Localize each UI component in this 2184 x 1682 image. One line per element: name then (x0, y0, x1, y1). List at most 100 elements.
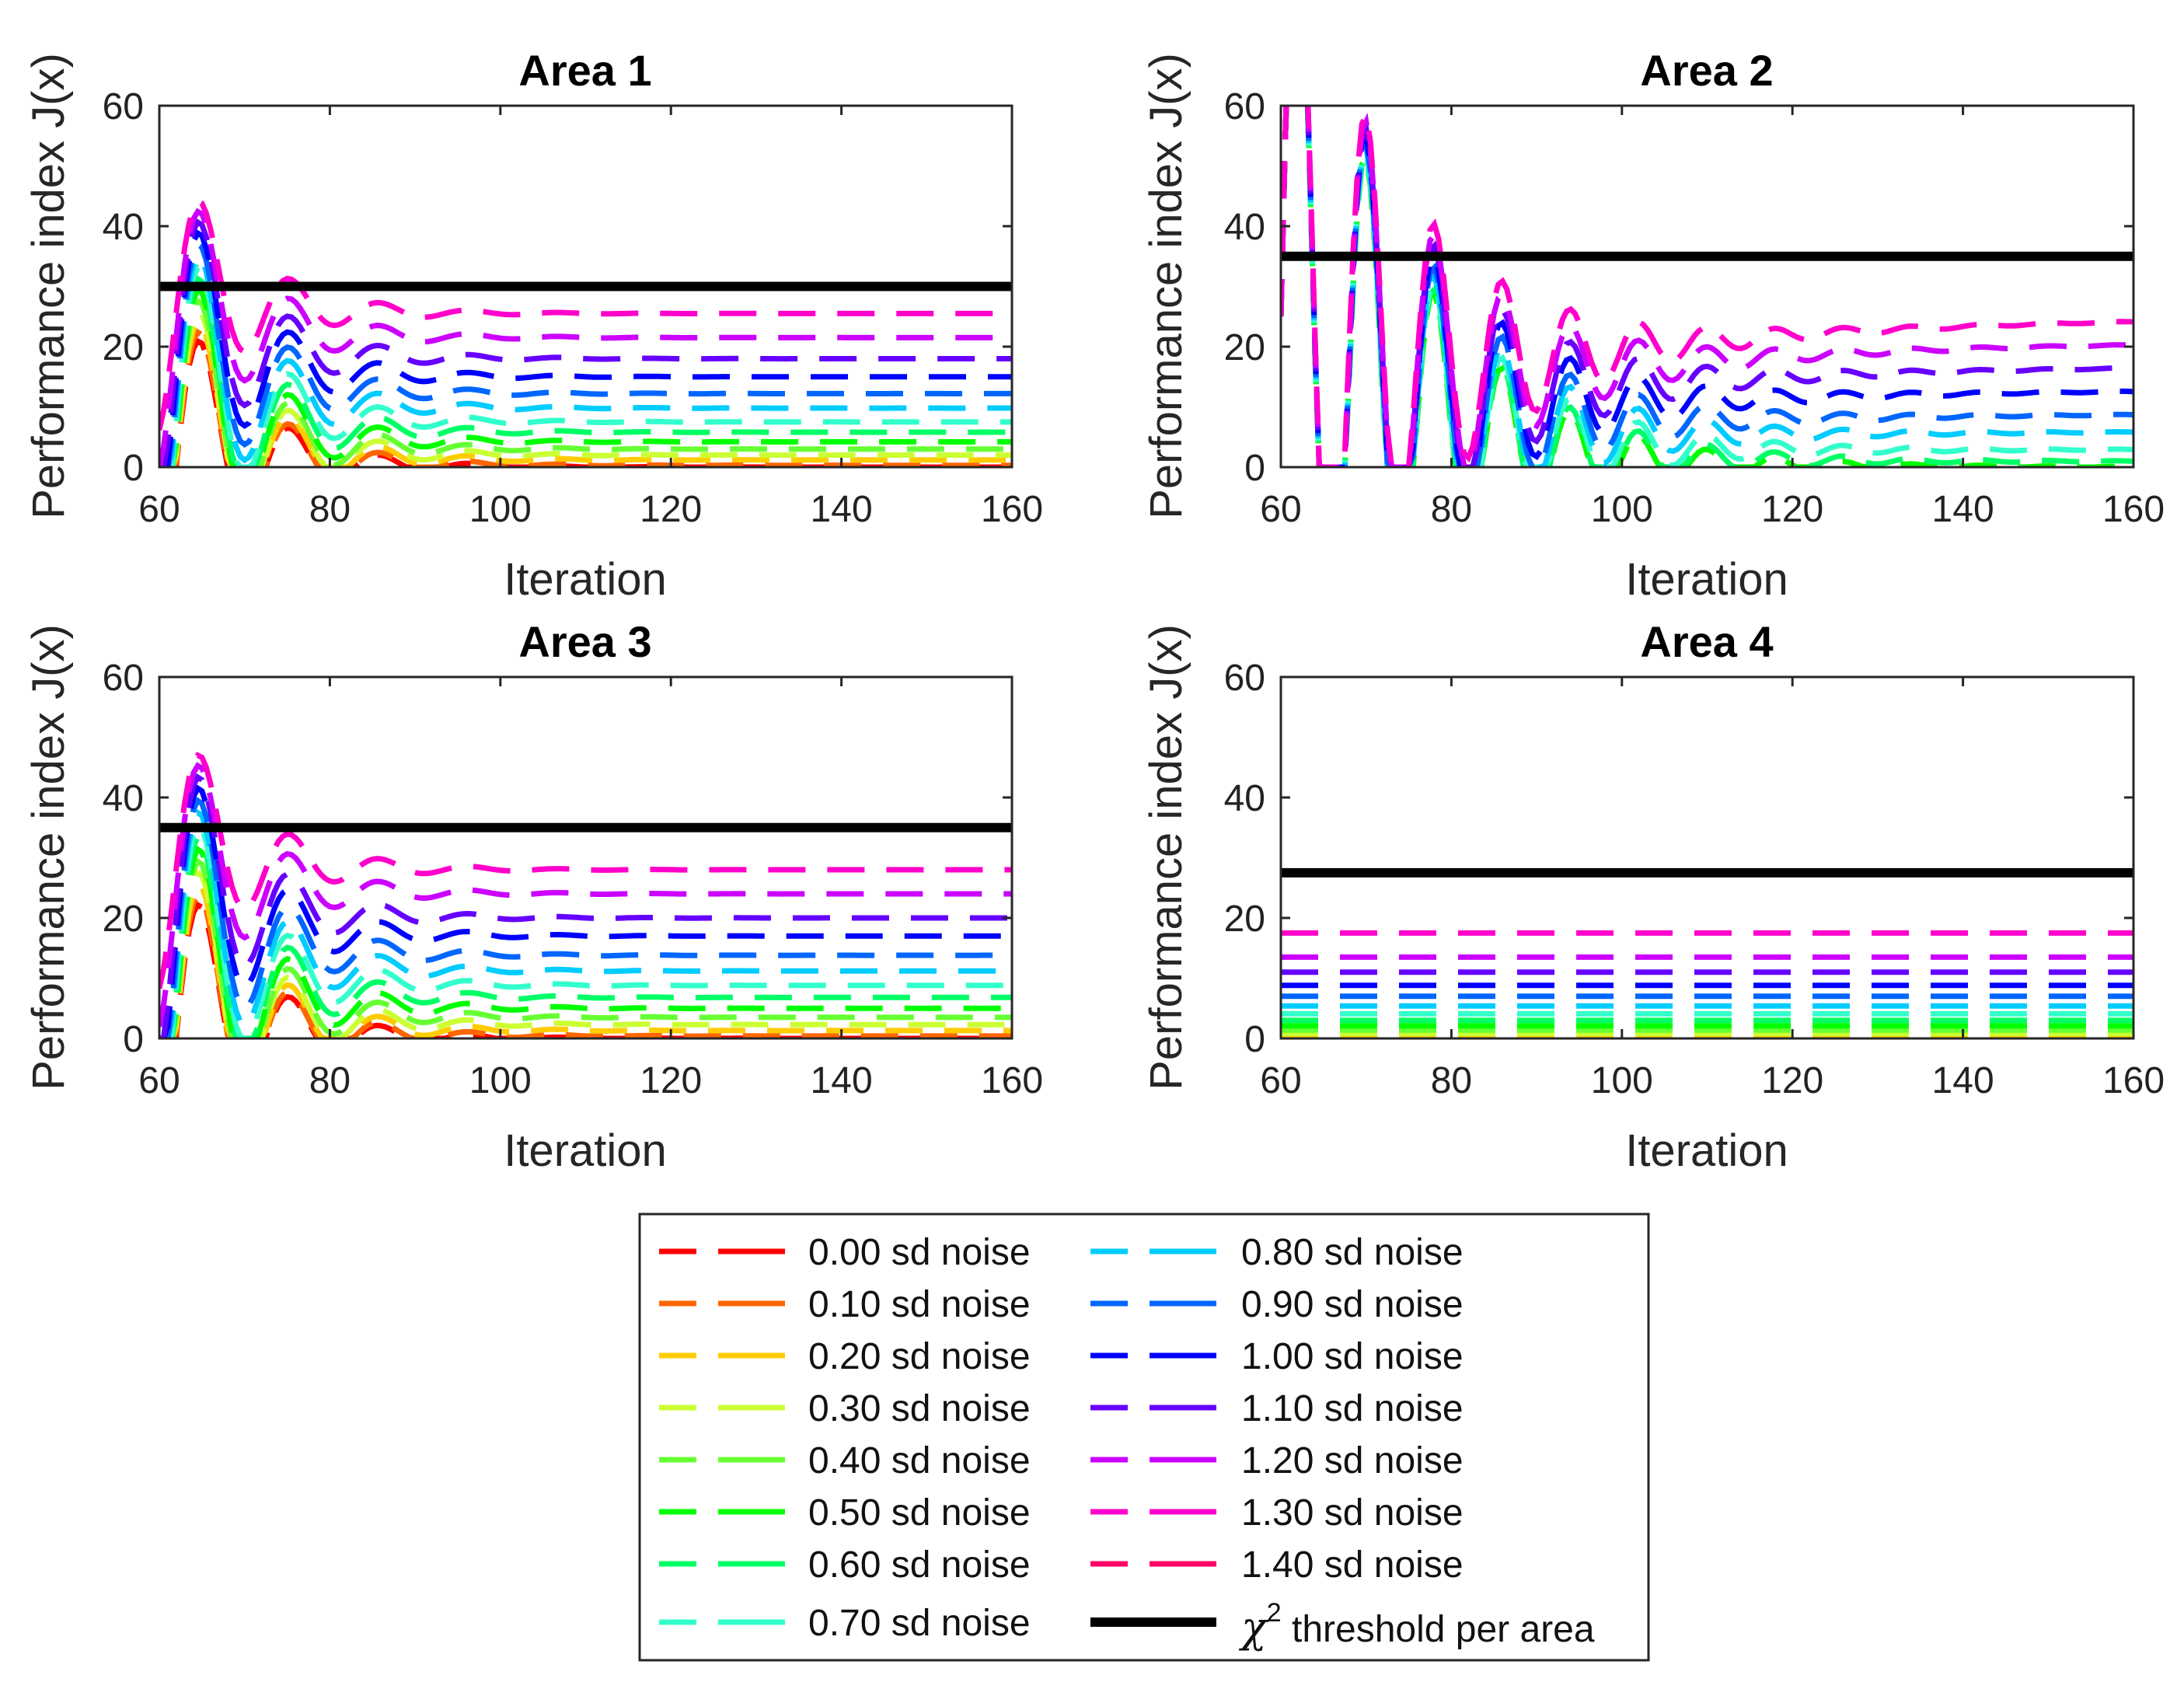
panel-area-2: 60 80 100 120 140 160 0 20 40 60 Area 2 Iteration… (1141, 46, 2165, 605)
legend-label-13: 1.30 sd noise (1241, 1492, 1464, 1534)
plot-area-1 (159, 197, 1012, 467)
axes-frame (158, 675, 1014, 1040)
x-tick-label: 140 (811, 1060, 873, 1101)
series-line-13 (1281, 106, 2133, 467)
chi-symbol: χ (1238, 1603, 1269, 1652)
x-tick-label: 120 (640, 1060, 702, 1101)
y-tick-label: 60 (103, 658, 144, 699)
ticks-area-4: 60 80 100 120 140 160 0 20 40 60 (1224, 658, 2165, 1101)
x-tick-label: 160 (981, 489, 1043, 530)
series-line-2 (159, 880, 1012, 1038)
x-tick-label: 80 (309, 1060, 351, 1101)
legend-box (638, 1213, 1650, 1662)
series-line-12 (159, 208, 1012, 467)
chi-power: 2 (1267, 1598, 1282, 1628)
y-tick-label: 20 (1224, 899, 1265, 940)
legend-label-6: 0.60 sd noise (808, 1544, 1031, 1586)
legend-threshold-label: χ2 threshold per area (1238, 1598, 1595, 1652)
series-line-1 (159, 891, 1012, 1038)
series-line-9 (159, 796, 1012, 1038)
series-line-4 (159, 857, 1012, 1038)
series-line-4 (159, 297, 1012, 467)
series-line-7 (159, 821, 1012, 1038)
x-tick-label: 100 (1591, 489, 1653, 530)
y-tick-label: 20 (1224, 327, 1265, 368)
x-tick-label: 60 (138, 1060, 180, 1101)
y-tick-label: 40 (103, 207, 144, 248)
series-line-8 (159, 808, 1012, 1038)
series-line-3 (159, 307, 1012, 467)
legend-label-0: 0.00 sd noise (808, 1232, 1031, 1273)
series-line-10 (159, 229, 1012, 467)
y-tick-label: 40 (1224, 207, 1265, 248)
plot-area-4 (1281, 867, 2133, 1038)
legend-label-2: 0.20 sd noise (808, 1336, 1031, 1377)
y-axis-label: Performance index J(x) (1141, 53, 1191, 519)
y-tick-label: 0 (123, 448, 144, 489)
x-tick-label: 160 (981, 1060, 1043, 1101)
series-line-9 (159, 240, 1012, 467)
series-line-10 (159, 784, 1012, 1038)
series-line-2 (159, 317, 1012, 467)
y-tick-label: 60 (103, 86, 144, 127)
x-tick-label: 100 (469, 1060, 532, 1101)
x-axis-label: Iteration (1625, 554, 1788, 605)
axes-frame (1279, 675, 2135, 1040)
x-tick-label: 140 (1932, 1060, 1994, 1101)
panel-area-4: 60 80 100 120 140 160 0 20 40 60 Area 4 Iteration… (1141, 617, 2165, 1176)
legend-label-1: 0.10 sd noise (808, 1284, 1031, 1325)
series-line-5 (159, 286, 1012, 467)
plot-area-3 (159, 752, 1012, 1038)
panel-area-1: 60 80 100 120 140 160 0 20 40 60 Area 1 Iteration… (23, 46, 1043, 605)
x-tick-label: 100 (469, 489, 532, 530)
y-axis-label: Performance index J(x) (23, 53, 74, 519)
x-tick-label: 60 (1260, 489, 1301, 530)
panel-title: Area 1 (518, 46, 651, 95)
x-tick-label: 120 (640, 489, 702, 530)
panel-title: Area 3 (518, 617, 651, 666)
y-tick-label: 20 (103, 899, 144, 940)
x-tick-label: 60 (1260, 1060, 1301, 1101)
series-line-8 (159, 252, 1012, 467)
y-axis-label: Performance index J(x) (23, 624, 74, 1091)
x-axis-label: Iteration (1625, 1125, 1788, 1176)
x-tick-label: 100 (1591, 1060, 1653, 1101)
axes-frame (158, 104, 1014, 469)
ticks-area-2: 60 80 100 120 140 160 0 20 40 60 (1224, 86, 2165, 530)
y-axis-label: Performance index J(x) (1141, 624, 1191, 1091)
legend-label-14: 1.40 sd noise (1241, 1544, 1464, 1586)
legend-label-9: 0.90 sd noise (1241, 1284, 1464, 1325)
series-line-12 (1281, 106, 2133, 467)
legend-label-10: 1.00 sd noise (1241, 1336, 1464, 1377)
series-line-3 (159, 868, 1012, 1038)
series-line-7 (159, 263, 1012, 467)
threshold-text: threshold per area (1282, 1609, 1595, 1650)
x-tick-label: 120 (1761, 489, 1823, 530)
legend-label-7: 0.70 sd noise (808, 1603, 1031, 1644)
legend-label-12: 1.20 sd noise (1241, 1440, 1464, 1481)
y-tick-label: 20 (103, 327, 144, 368)
x-tick-label: 160 (2102, 489, 2165, 530)
ticks-area-1: 60 80 100 120 140 160 0 20 40 60 (103, 86, 1043, 530)
series-line-12 (159, 762, 1012, 1028)
series-line-0 (159, 337, 1012, 467)
panel-title: Area 2 (1640, 46, 1773, 95)
y-tick-label: 0 (1244, 448, 1265, 489)
legend-label-3: 0.30 sd noise (808, 1388, 1031, 1429)
x-tick-label: 80 (309, 489, 351, 530)
series-line-6 (159, 274, 1012, 467)
x-axis-label: Iteration (504, 554, 667, 605)
y-tick-label: 40 (103, 778, 144, 819)
x-axis-label: Iteration (504, 1125, 667, 1176)
series-line-11 (159, 218, 1012, 467)
axes-frame (1279, 104, 2135, 469)
x-tick-label: 160 (2102, 1060, 2165, 1101)
legend-label-8: 0.80 sd noise (1241, 1232, 1464, 1273)
legend: 0.00 sd noise 0.10 sd noise 0.20 sd noise 0… (638, 1213, 1650, 1662)
series-line-13 (159, 752, 1012, 989)
panel-title: Area 4 (1640, 617, 1773, 666)
legend-label-11: 1.10 sd noise (1241, 1388, 1464, 1429)
series-line-5 (159, 845, 1012, 1038)
x-tick-label: 140 (811, 489, 873, 530)
